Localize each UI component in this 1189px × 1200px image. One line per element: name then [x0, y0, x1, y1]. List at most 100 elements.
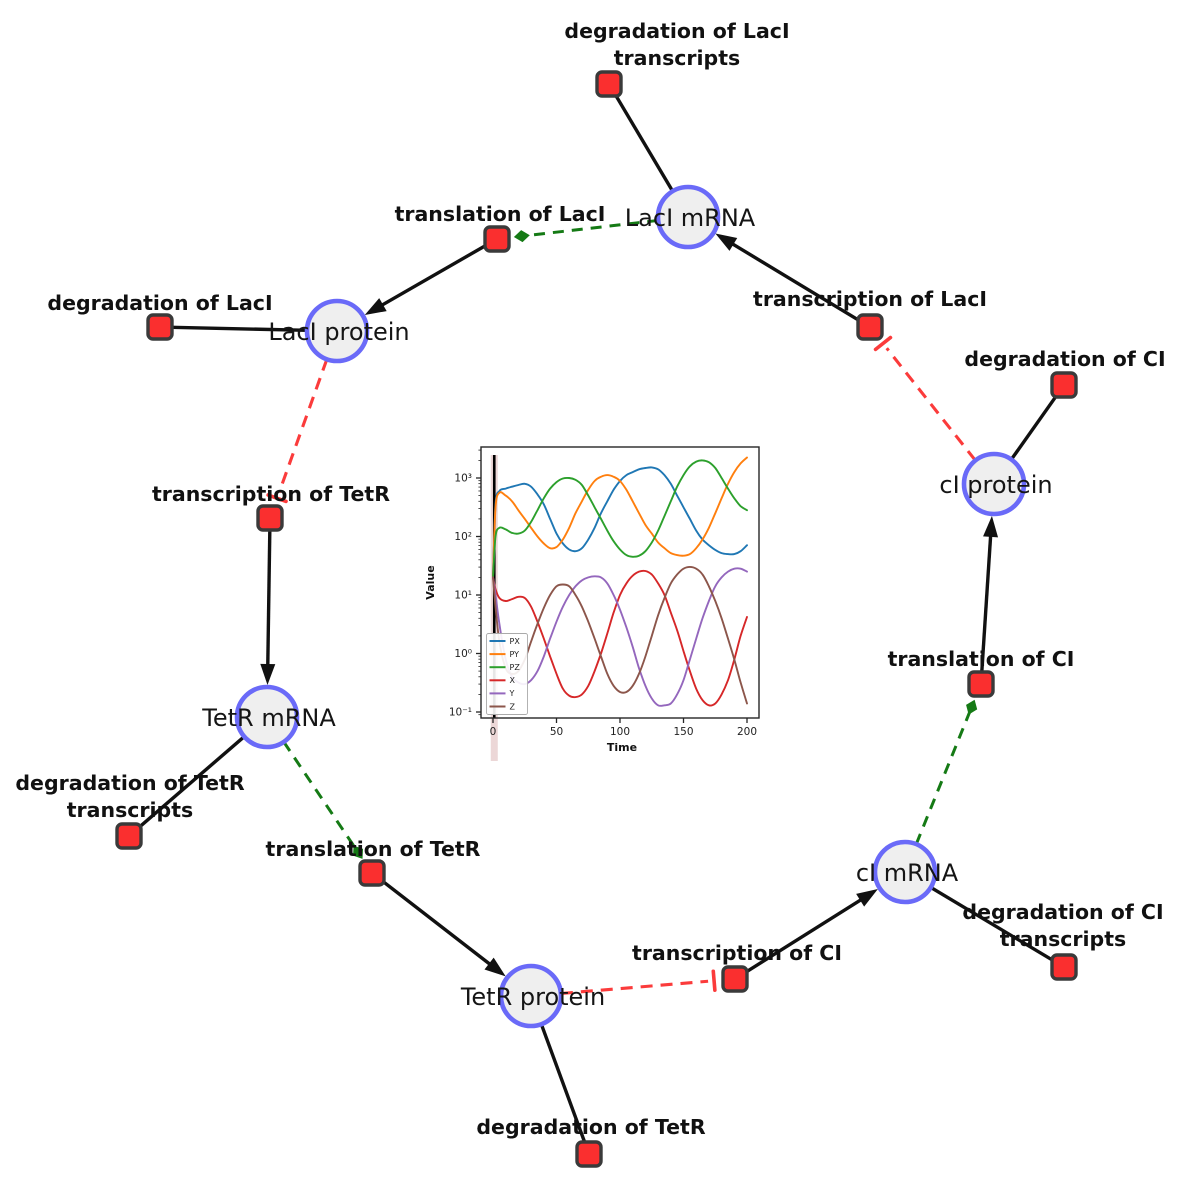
legend-label-PZ: PZ	[510, 663, 521, 672]
curve-PY	[492, 456, 748, 579]
production-edge-line	[265, 530, 272, 672]
y-tick-label: 10⁰	[454, 648, 472, 660]
legend-label-PY: PY	[510, 650, 520, 659]
consumption-edge-line	[1009, 393, 1059, 461]
curves-group	[492, 456, 748, 707]
edges-layer	[136, 93, 1059, 1144]
legend-item-PX: PX	[489, 637, 520, 646]
x-tick-label: 200	[737, 726, 757, 738]
y-tick-label: 10²	[454, 531, 472, 543]
edge-translation-of-laci--laci-protein[interactable]	[364, 244, 487, 316]
edge-ci-protein--transcription-of-laci[interactable]	[873, 335, 977, 462]
edge-laci-mrna--translation-of-laci[interactable]	[513, 218, 659, 243]
reaction-node-degradation-of-laci[interactable]	[146, 313, 174, 341]
edge-transcription-of-tetr--tetr-mrna[interactable]	[260, 530, 276, 686]
species-label-laci-protein: LacI protein	[268, 318, 409, 346]
edge-laci-mrna--degradation-of-laci-transcripts[interactable]	[613, 93, 675, 193]
edge-translation-of-tetr--tetr-protein[interactable]	[381, 879, 506, 977]
reaction-node-degradation-of-tetr-transcripts[interactable]	[115, 822, 143, 850]
inhibition-tee-icon	[711, 969, 717, 993]
inhibition-edge-line	[277, 358, 329, 494]
edge-transcription-of-ci--ci-mrna[interactable]	[745, 889, 878, 974]
inhibition-tee-icon	[873, 335, 893, 352]
species-node-laci-protein[interactable]	[304, 298, 370, 364]
edge-tetr-mrna--translation-of-tetr[interactable]	[282, 741, 364, 859]
edge-tetr-protein--transcription-of-ci[interactable]	[560, 969, 717, 996]
reaction-node-translation-of-ci[interactable]	[967, 670, 995, 698]
reaction-node-degradation-of-tetr[interactable]	[575, 1140, 603, 1168]
edge-laci-protein--transcription-of-tetr[interactable]	[266, 358, 329, 504]
reaction-label-transcription-of-tetr: transcription of TetR	[152, 482, 390, 506]
inhibition-tee-icon	[266, 493, 288, 504]
species-label-tetr-mrna: TetR mRNA	[201, 704, 336, 732]
reaction-label-degradation-of-ci: degradation of CI	[964, 347, 1165, 371]
production-edge-line	[376, 244, 487, 310]
curve-PZ	[492, 459, 748, 579]
reaction-node-degradation-of-ci[interactable]	[1050, 371, 1078, 399]
species-label-laci-mrna: LacI mRNA	[625, 204, 756, 232]
consumption-edge-line	[613, 93, 675, 193]
curve-Y	[492, 567, 748, 707]
legend-label-Z: Z	[510, 702, 516, 711]
edge-tetr-protein--degradation-of-tetr[interactable]	[539, 1023, 587, 1144]
species-node-tetr-protein[interactable]	[498, 963, 564, 1029]
species-label-tetr-protein: TetR protein	[460, 983, 605, 1011]
x-tick-label: 50	[550, 726, 563, 738]
species-label-ci-protein: cI protein	[939, 471, 1052, 499]
reaction-node-translation-of-laci[interactable]	[483, 225, 511, 253]
reaction-label-translation-of-tetr: translation of TetR	[266, 837, 481, 861]
reaction-label-degradation-of-tetr: degradation of TetR	[476, 1115, 705, 1139]
species-node-tetr-mrna[interactable]	[234, 684, 300, 750]
legend-item-X: X	[489, 676, 516, 685]
inhibition-edge-line	[885, 347, 977, 462]
species-node-laci-mrna[interactable]	[655, 184, 721, 250]
legend-item-Z: Z	[489, 702, 516, 711]
reaction-node-translation-of-tetr[interactable]	[358, 859, 386, 887]
legend-item-PY: PY	[489, 650, 520, 659]
production-edge-line	[745, 895, 867, 974]
reaction-node-transcription-of-laci[interactable]	[856, 313, 884, 341]
reaction-node-transcription-of-ci[interactable]	[721, 965, 749, 993]
edge-ci-mrna--degradation-of-ci-transcripts[interactable]	[929, 885, 1055, 963]
nodes-layer	[115, 70, 1078, 1168]
x-tick-label: 100	[610, 726, 630, 738]
arrowhead-icon	[484, 957, 506, 977]
legend-label-Y: Y	[509, 689, 515, 698]
y-tick-label: 10¹	[454, 590, 472, 602]
edge-ci-mrna--translation-of-ci[interactable]	[914, 699, 978, 845]
reaction-node-transcription-of-tetr[interactable]	[256, 504, 284, 532]
diamond-arrowhead-icon	[353, 845, 364, 859]
edge-tetr-mrna--degradation-of-tetr-transcripts[interactable]	[136, 735, 246, 830]
reaction-label-transcription-of-ci: transcription of CI	[632, 941, 842, 965]
x-tick-label: 0	[490, 726, 497, 738]
species-node-ci-mrna[interactable]	[872, 839, 938, 905]
edge-transcription-of-laci--laci-mrna[interactable]	[715, 233, 860, 322]
edge-translation-of-ci--ci-protein[interactable]	[980, 515, 999, 672]
labels-layer: degradation of LacI transcripts translatio…	[15, 19, 1165, 1139]
reaction-label-transcription-of-laci: transcription of LacI	[753, 287, 987, 311]
arrowhead-icon	[715, 233, 738, 251]
legend-label-X: X	[510, 676, 516, 685]
edge-laci-protein--degradation-of-laci[interactable]	[171, 325, 308, 333]
diamond-arrowhead-icon	[513, 230, 530, 243]
reaction-node-degradation-of-laci-transcripts[interactable]	[595, 70, 623, 98]
consumption-edge-line	[171, 325, 308, 333]
reaction-label-degradation-of-laci: degradation of LacI	[47, 291, 272, 315]
legend-item-Y: Y	[489, 689, 515, 698]
edge-ci-protein--degradation-of-ci[interactable]	[1009, 393, 1059, 461]
species-node-ci-protein[interactable]	[961, 451, 1027, 517]
consumption-edge-line	[929, 885, 1055, 963]
modifier-edge-line	[282, 741, 357, 849]
legend-item-PZ: PZ	[489, 663, 521, 672]
production-edge-line	[726, 239, 860, 322]
y-tick-label: 10³	[454, 473, 472, 485]
curve-Z	[492, 565, 748, 705]
reaction-label-degradation-of-tetr-transcripts: degradation of TetR transcripts	[15, 771, 244, 822]
y-tick-label: 10⁻¹	[449, 707, 472, 719]
diamond-arrowhead-icon	[966, 699, 978, 715]
reaction-node-degradation-of-ci-transcripts[interactable]	[1050, 953, 1078, 981]
modifier-edge-line	[914, 711, 972, 845]
legend-box	[486, 633, 528, 715]
